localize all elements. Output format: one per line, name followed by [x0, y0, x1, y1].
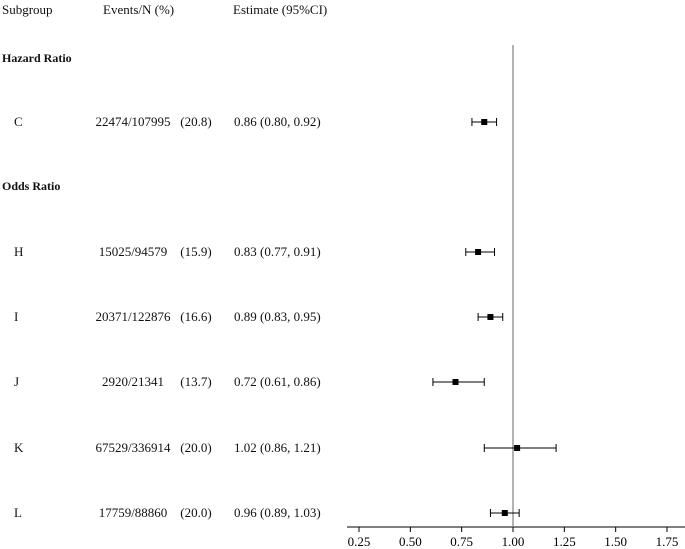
row-estimate: 0.96 (0.89, 1.03) — [234, 505, 321, 520]
row-label: K — [14, 440, 24, 455]
row-events: 2920/21341 — [101, 374, 165, 389]
row-estimate: 1.02 (0.86, 1.21) — [234, 440, 321, 455]
header-estimate: Estimate (95%CI) — [233, 2, 328, 17]
point-estimate — [487, 314, 494, 320]
row-label: C — [14, 114, 23, 129]
x-tick-label: 0.75 — [450, 534, 473, 549]
row-label: I — [14, 309, 19, 324]
row-estimate: 0.72 (0.61, 0.86) — [234, 374, 321, 389]
point-estimate — [475, 249, 482, 255]
section-hazard-ratio: Hazard Ratio — [2, 51, 72, 65]
x-tick-label: 1.50 — [604, 534, 627, 549]
row-events: 22474/107995 — [95, 114, 171, 129]
row-label: L — [14, 505, 22, 520]
row-percent: (20.0) — [180, 440, 212, 455]
point-estimate — [501, 510, 508, 516]
section-odds-ratio: Odds Ratio — [2, 179, 61, 193]
x-tick-label: 0.25 — [348, 534, 371, 549]
row-label: J — [14, 374, 20, 389]
row-percent: (13.7) — [180, 374, 212, 389]
x-tick-label: 0.50 — [399, 534, 422, 549]
x-tick-label: 1.75 — [656, 534, 679, 549]
row-percent: (20.8) — [180, 114, 212, 129]
row-percent: (16.6) — [180, 309, 212, 324]
row-events: 67529/336914 — [95, 440, 171, 455]
row-estimate: 0.83 (0.77, 0.91) — [234, 244, 321, 259]
x-tick-label: 1.25 — [553, 534, 576, 549]
row-events: 20371/122876 — [95, 309, 171, 324]
row-estimate: 0.89 (0.83, 0.95) — [234, 309, 321, 324]
row-events: 15025/94579 — [98, 244, 168, 259]
point-estimate — [452, 379, 459, 385]
header-subgroup: Subgroup — [2, 2, 53, 17]
row-estimate: 0.86 (0.80, 0.92) — [234, 114, 321, 129]
row-percent: (15.9) — [180, 244, 212, 259]
row-percent: (20.0) — [180, 505, 212, 520]
row-events: 17759/88860 — [98, 505, 168, 520]
header-events: Events/N (%) — [103, 2, 175, 17]
point-estimate — [514, 445, 521, 451]
row-label: H — [14, 244, 24, 259]
point-estimate — [481, 119, 488, 125]
x-tick-label: 1.00 — [502, 534, 525, 549]
